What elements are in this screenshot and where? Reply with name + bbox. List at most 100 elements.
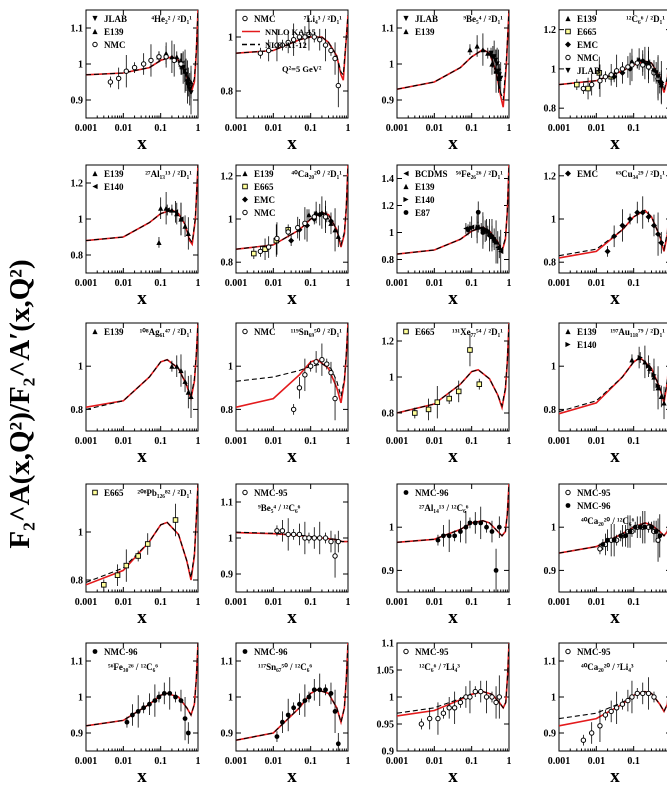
y-tick-label: 1 — [389, 523, 394, 534]
panel-title: ⁴⁰Ca₂₀²⁰ / ²D₁¹ — [291, 169, 342, 179]
y-tick-label: 0.8 — [221, 405, 234, 416]
legend-marker — [92, 183, 98, 190]
data-point — [629, 357, 635, 363]
legend-marker — [403, 170, 409, 177]
x-axis-title: x — [448, 133, 458, 154]
data-point — [412, 410, 418, 416]
legend-marker — [565, 489, 571, 496]
data-point — [455, 388, 462, 395]
x-tick-label: 0.001 — [386, 436, 409, 447]
x-tick-label: 0.001 — [386, 278, 409, 289]
legend-label: E140 — [415, 195, 435, 205]
data-point — [290, 406, 297, 413]
curve-nlo-at12 — [86, 484, 198, 583]
data-point — [658, 393, 664, 400]
data-point — [472, 520, 478, 526]
data-point — [322, 42, 329, 48]
data-point — [488, 50, 494, 56]
data-point — [475, 224, 481, 230]
y-tick-label: 1 — [78, 693, 83, 704]
data-point — [611, 537, 617, 543]
x-tick-label: 1 — [346, 278, 351, 289]
data-point — [597, 77, 603, 84]
legend-marker — [242, 196, 248, 203]
panel-title: ¹²C₆⁶ / ⁷Li₄³ — [419, 662, 460, 672]
data-point — [634, 60, 640, 66]
data-point — [307, 363, 314, 369]
data-point — [297, 701, 302, 707]
legend-label: BCDMS — [415, 169, 448, 179]
legend-marker — [565, 170, 571, 177]
curve-nlo-at12 — [86, 165, 198, 244]
data-point — [182, 716, 188, 721]
y-tick-label: 0.9 — [382, 96, 395, 107]
curve-nlo-at12 — [397, 484, 509, 543]
curve-nlo-at12 — [86, 10, 198, 92]
data-point — [629, 694, 635, 700]
data-point — [280, 719, 285, 725]
curve-nlo-at12 — [559, 356, 667, 413]
panel-Sn119_D: 0.001 0.01 0.1 1 x 0.8 1 NMC ¹¹⁹Sn₆₉⁵⁰ / ²D₁¹ — [221, 322, 351, 467]
x-tick-label: 0.001 — [548, 756, 571, 767]
legend-label: NMC-96 — [104, 647, 138, 657]
legend-marker — [403, 183, 409, 190]
legend-label: NMC-95 — [254, 488, 288, 498]
legend-label: E139 — [254, 169, 274, 179]
y-tick-label: 1.1 — [71, 657, 84, 668]
panel-Sn117_C12: 0.001 0.01 0.1 1 x 0.9 1 1.1 NMC-96 ¹¹⁷Sn₆₇⁵⁰ / ¹… — [221, 642, 351, 787]
data-point — [257, 248, 264, 255]
data-point — [141, 705, 147, 711]
data-point — [185, 230, 191, 236]
data-point — [498, 248, 504, 254]
x-tick-label: 1 — [507, 278, 512, 289]
legend-label: E139 — [104, 169, 124, 179]
legend-marker — [242, 170, 248, 177]
x-tick-label: 0.001 — [75, 436, 98, 447]
legend-marker — [92, 15, 98, 22]
data-point — [489, 694, 495, 700]
legend-label: JLAB — [415, 14, 438, 24]
data-point — [642, 359, 648, 365]
x-tick-label: 0.01 — [115, 436, 133, 447]
x-tick-label: 0.001 — [75, 123, 98, 134]
data-point — [291, 705, 297, 711]
x-tick-label: 0.1 — [154, 278, 167, 289]
panel-C12_Li7: 0.001 0.01 0.1 1 x 0.9 0.95 1 1.05 1.1 NMC-95 ¹²C₆⁶… — [377, 639, 512, 788]
panel-title: ⁷Li₄³ / ²D₁¹ — [304, 14, 342, 24]
data-point — [311, 214, 317, 220]
x-axis-title: x — [448, 288, 458, 309]
curve-nnlo-ka15 — [236, 643, 348, 741]
y-tick-label: 1 — [551, 64, 556, 75]
data-point — [302, 372, 308, 378]
x-axis-title: x — [137, 133, 147, 154]
data-point — [463, 524, 469, 530]
panel-He4_D: 0.001 0.01 0.1 1 x 0.9 1 1.1 JLAB E139 NMC ⁴He₂² / … — [71, 9, 201, 154]
y-tick-label: 0.9 — [544, 566, 557, 577]
data-point — [185, 730, 191, 736]
data-point — [602, 712, 609, 718]
panel-Be9_D: 0.001 0.01 0.1 1 x 0.9 1 1.1 JLAB E139 ⁹Be₅⁴ / ²D₁… — [382, 9, 512, 154]
data-point — [319, 357, 325, 363]
x-tick-label: 0.1 — [627, 436, 640, 447]
x-tick-label: 0.01 — [426, 123, 444, 134]
data-point — [306, 212, 312, 218]
legend-marker — [242, 209, 248, 216]
data-point — [588, 81, 595, 88]
data-point — [274, 734, 280, 739]
data-point — [317, 535, 323, 541]
panel-Pb208_D: 0.001 0.01 0.1 1 x 0.8 1 E665 ²⁰⁸Pb₁₂₆⁸² / ²D₁¹ — [71, 483, 201, 628]
legend-marker — [242, 328, 248, 335]
x-tick-label: 1 — [196, 278, 201, 289]
data-point — [496, 244, 502, 250]
data-point — [147, 701, 152, 707]
x-tick-label: 0.001 — [225, 597, 248, 608]
y-tick-label: 0.9 — [71, 96, 84, 107]
data-point — [115, 75, 122, 82]
legend-label: NMC-95 — [415, 647, 449, 657]
x-tick-label: 0.1 — [154, 436, 167, 447]
y-tick-label: 1.1 — [71, 24, 84, 35]
data-point — [178, 367, 184, 374]
data-point — [285, 229, 291, 235]
